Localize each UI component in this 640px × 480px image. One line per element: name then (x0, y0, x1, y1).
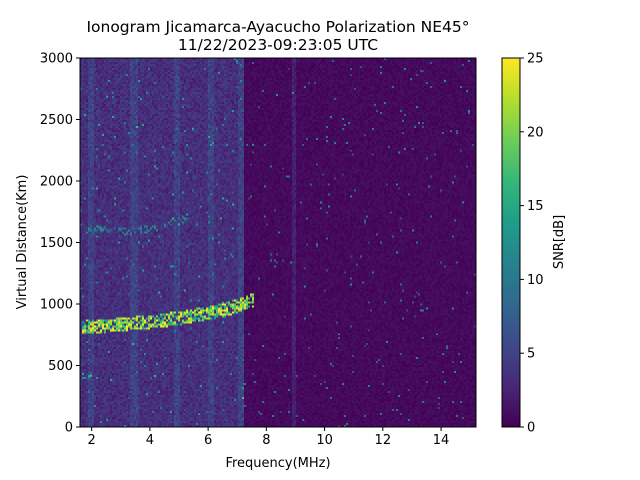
y-tick-label: 2000 (40, 175, 73, 190)
x-tick-label: 10 (316, 433, 333, 448)
y-tick-label: 3000 (40, 52, 73, 67)
colorbar-tick-label: 0 (527, 421, 535, 436)
y-tick-label: 1500 (40, 236, 73, 251)
colorbar-axis: 0 5 10 15 20 25 (520, 52, 544, 436)
y-axis-label: Virtual Distance(Km) (15, 175, 30, 310)
colorbar (502, 58, 520, 427)
x-tick-label: 6 (204, 433, 212, 448)
snr-heatmap (80, 58, 476, 427)
chart-title: Ionogram Jicamarca-Ayacucho Polarization… (86, 18, 469, 36)
y-tick-label: 0 (65, 421, 73, 436)
colorbar-tick-label: 20 (527, 125, 544, 140)
colorbar-tick-label: 10 (527, 273, 544, 288)
x-tick-label: 12 (375, 433, 392, 448)
colorbar-label: SNR[dB] (552, 215, 567, 269)
y-tick-label: 500 (48, 359, 73, 374)
x-tick-label: 2 (88, 433, 96, 448)
x-tick-label: 8 (262, 433, 270, 448)
y-axis: 0 500 1000 1500 2000 2500 3000 (40, 52, 80, 436)
colorbar-frame (501, 57, 521, 428)
colorbar-tick-label: 25 (527, 52, 544, 67)
colorbar-tick-label: 15 (527, 199, 544, 214)
x-tick-label: 14 (433, 433, 450, 448)
x-axis: 2 4 6 8 10 12 14 (88, 427, 450, 448)
x-axis-label: Frequency(MHz) (225, 456, 330, 471)
x-tick-label: 4 (146, 433, 154, 448)
chart-subtitle: 11/22/2023-09:23:05 UTC (178, 36, 378, 54)
y-tick-label: 1000 (40, 298, 73, 313)
colorbar-tick-label: 5 (527, 347, 535, 362)
y-tick-label: 2500 (40, 113, 73, 128)
